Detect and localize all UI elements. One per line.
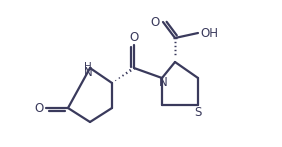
- Text: H: H: [84, 62, 92, 72]
- Text: N: N: [84, 66, 92, 79]
- Text: OH: OH: [200, 26, 218, 40]
- Text: S: S: [194, 106, 202, 119]
- Text: O: O: [35, 101, 44, 115]
- Text: O: O: [151, 15, 160, 29]
- Text: N: N: [158, 76, 168, 89]
- Text: O: O: [129, 31, 139, 44]
